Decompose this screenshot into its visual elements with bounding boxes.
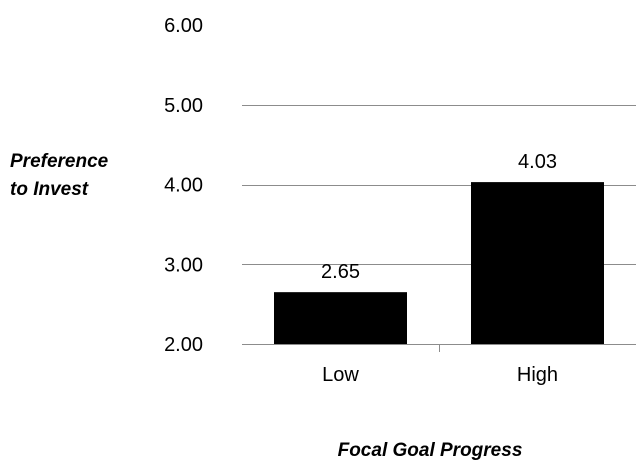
y-axis-title: Preference to Invest — [10, 151, 114, 200]
y-tick-label: 2.00 — [164, 334, 203, 356]
data-label-high: 4.03 — [518, 151, 557, 173]
x-category-label-low: Low — [322, 364, 359, 386]
y-tick-label: 4.00 — [164, 175, 203, 197]
x-axis-title: Focal Goal Progress — [338, 440, 523, 461]
bar-low — [274, 292, 407, 344]
y-axis-title-line-2: to Invest — [10, 179, 89, 200]
data-label-low: 2.65 — [321, 261, 360, 283]
y-tick-label: 3.00 — [164, 254, 203, 276]
bars — [274, 182, 604, 344]
x-category-label-high: High — [517, 364, 558, 386]
y-tick-label: 6.00 — [164, 15, 203, 37]
y-axis-title-line-1: Preference — [10, 151, 109, 172]
x-axis-category-labels: Low High — [322, 364, 558, 386]
data-labels: 2.65 4.03 — [321, 151, 557, 283]
y-tick-label: 5.00 — [164, 95, 203, 117]
x-axis — [242, 344, 636, 352]
y-axis-tick-labels: 2.00 3.00 4.00 5.00 6.00 — [164, 15, 203, 356]
bar-high — [471, 182, 604, 344]
